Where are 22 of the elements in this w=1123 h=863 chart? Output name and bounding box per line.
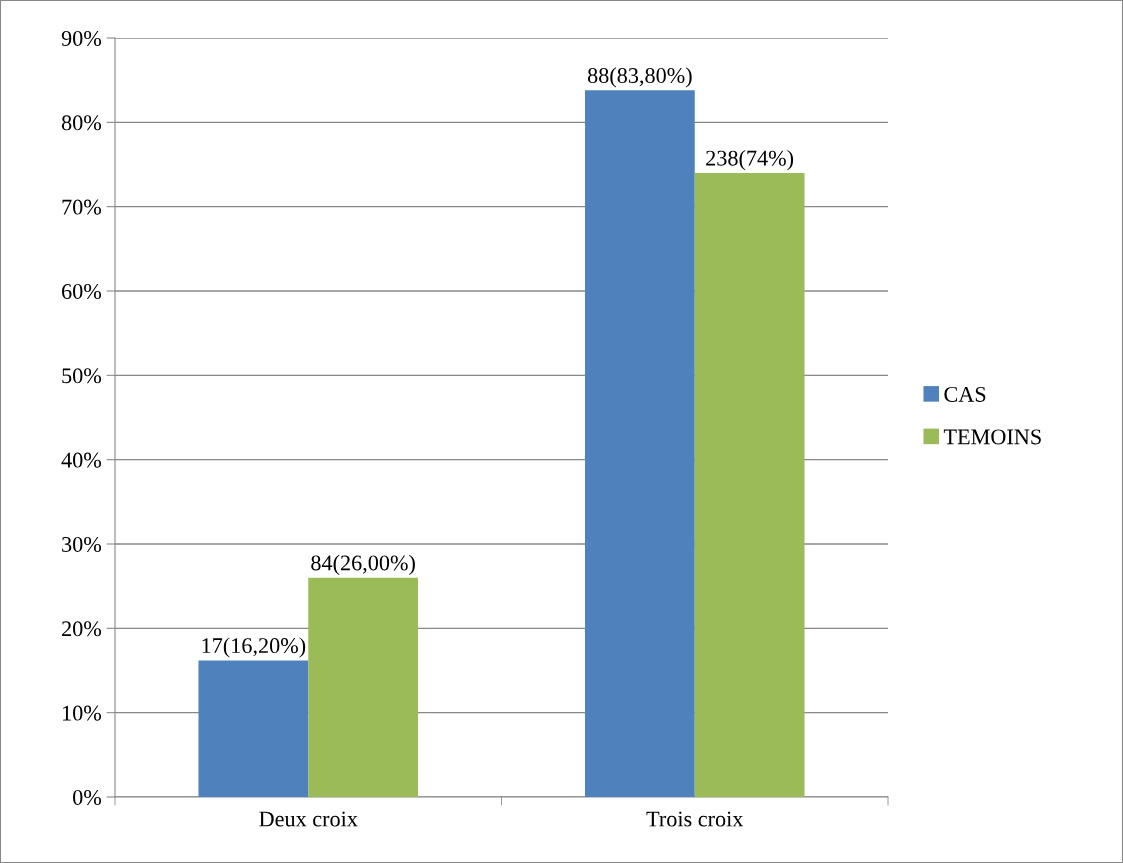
legend-label: CAS [944,386,986,402]
y-tick-label: 40% [61,452,102,468]
bar [584,90,695,797]
y-tick-label: 60% [62,283,102,299]
data-label: 17(16,20%) [202,637,306,658]
y-tick-label: 70% [62,199,102,215]
data-label: 84(26,00%) [311,554,415,575]
y-tick-label: 80% [61,115,102,131]
y-tick-label: 20% [62,621,102,637]
bar [694,172,805,797]
y-tick-label: 90% [61,30,102,46]
y-tick-label: 30% [62,536,102,552]
y-tick-label: 10% [63,705,102,721]
legend-label: TEMOINS [943,429,1041,445]
data-label: 88(83,80%) [587,67,692,88]
data-label: 238(74%) [706,150,794,171]
y-tick-label: 0% [73,789,102,805]
x-tick-label: Trois croix [646,811,744,827]
bar [198,660,309,797]
bar [308,577,419,797]
x-tick-label: Deux croix [259,811,358,827]
y-tick-label: 50% [62,368,102,384]
